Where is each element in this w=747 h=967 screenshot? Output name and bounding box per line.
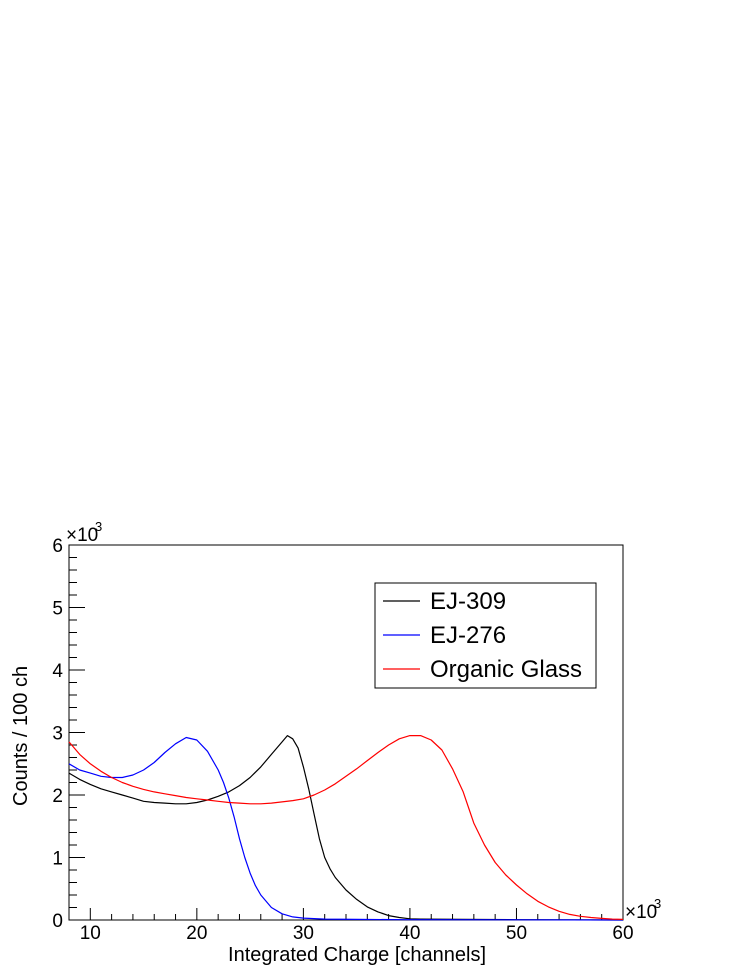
x-multiplier-label: ×10: [625, 902, 657, 923]
y-tick-label: 3: [52, 724, 63, 745]
x-axis-title: Integrated Charge [channels]: [228, 944, 486, 966]
y-tick-label: 1: [52, 849, 63, 870]
y-multiplier-exponent: 3: [95, 519, 102, 534]
series-line-ej-276: [68, 736, 624, 921]
axis-tick-labels: 10 20 30 40 50 60 0 1 2 3 4 5 6: [52, 536, 633, 944]
y-multiplier-label: ×10: [66, 525, 98, 546]
x-tick-label: 30: [293, 923, 314, 944]
y-tick-label: 5: [52, 599, 63, 620]
legend: EJ-309 EJ-276 Organic Glass: [374, 582, 597, 689]
y-tick-label: 2: [52, 786, 63, 807]
x-tick-label: 40: [399, 923, 420, 944]
y-tick-label: 6: [52, 536, 63, 557]
series-line-organic-glass: [68, 735, 624, 920]
series-line-ej-309: [68, 735, 624, 921]
x-tick-label: 60: [612, 923, 633, 944]
x-tick-label: 50: [506, 923, 527, 944]
y-axis-title: Counts / 100 ch: [10, 666, 32, 806]
legend-label: EJ-309: [430, 588, 506, 615]
y-tick-label: 0: [52, 911, 63, 932]
x-tick-label: 10: [80, 923, 101, 944]
legend-entries: EJ-309 EJ-276 Organic Glass: [383, 588, 582, 683]
x-tick-label: 20: [186, 923, 207, 944]
y-tick-label: 4: [52, 661, 63, 682]
x-multiplier-exponent: 3: [654, 896, 661, 911]
legend-label: EJ-276: [430, 622, 506, 649]
series-layer: [68, 735, 624, 921]
legend-label: Organic Glass: [430, 656, 582, 683]
